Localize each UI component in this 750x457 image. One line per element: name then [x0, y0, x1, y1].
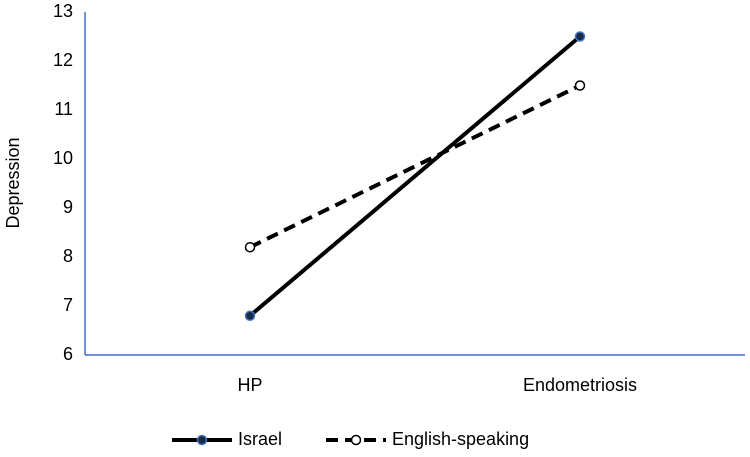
series-line: [248, 34, 582, 318]
legend-label: Israel: [238, 429, 282, 449]
point-marker: [244, 241, 256, 253]
point-marker: [244, 310, 256, 322]
y-axis-label: Depression: [3, 137, 23, 228]
legend-marker: [350, 434, 362, 446]
x-tick-label: HP: [237, 375, 262, 395]
y-tick-label: 8: [63, 246, 73, 266]
y-tick-label: 10: [53, 148, 73, 168]
point-marker: [574, 80, 586, 91]
y-tick-label: 11: [54, 99, 73, 119]
y-tick-label: 12: [53, 50, 73, 70]
legend-label: English-speaking: [392, 429, 529, 449]
point-marker: [574, 31, 586, 42]
series-line: [249, 83, 581, 249]
x-tick-label: Endometriosis: [523, 375, 637, 395]
y-tick-label: 13: [53, 1, 73, 21]
y-tick-label: 6: [63, 344, 73, 364]
legend-marker: [196, 434, 208, 446]
y-tick-label: 7: [63, 295, 73, 315]
y-tick-label: 9: [63, 197, 73, 217]
